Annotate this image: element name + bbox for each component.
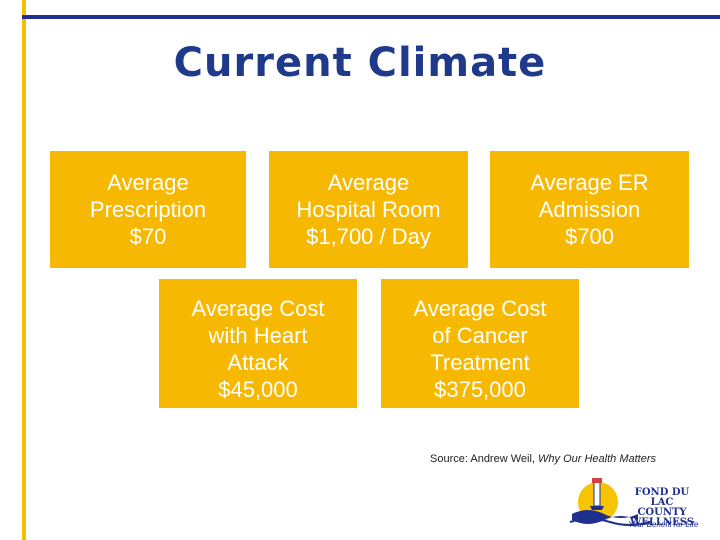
logo-wordmark: FOND DU LAC COUNTY WELLNESS	[622, 488, 702, 528]
box-line: Average Cost	[413, 296, 547, 321]
box-line: Admission	[538, 197, 641, 222]
stat-box-cancer-treatment: Average Cost of Cancer Treatment $375,00…	[381, 279, 579, 408]
box-line: Hospital Room	[296, 197, 441, 222]
logo-line: FOND DU LAC	[634, 487, 690, 508]
box-line: Average ER	[530, 170, 649, 195]
stat-box-er-admission: Average ER Admission $700	[490, 151, 689, 268]
box-line: Prescription	[89, 197, 207, 222]
box-line: $1,700 / Day	[306, 224, 431, 249]
box-line: Average	[107, 170, 189, 195]
slide-title: Current Climate	[173, 40, 547, 86]
stat-box-heart-attack: Average Cost with Heart Attack $45,000	[159, 279, 357, 408]
box-line: of Cancer	[432, 323, 528, 348]
source-citation: Source: Andrew Weil, Why Our Health Matt…	[430, 453, 656, 465]
box-line: $700	[565, 224, 614, 249]
source-book-title: Why Our Health Matters	[538, 453, 656, 465]
box-line: $45,000	[218, 377, 298, 402]
box-line: with Heart	[208, 323, 308, 348]
box-line: Average	[327, 170, 410, 195]
box-line: $70	[129, 224, 167, 249]
box-line: $375,000	[434, 377, 526, 402]
wellness-logo-icon	[569, 478, 651, 526]
box-line: Attack	[227, 350, 289, 375]
stat-box-prescription: Average Prescription $70	[50, 151, 246, 268]
box-line: Treatment	[430, 350, 530, 375]
box-line: Average Cost	[191, 296, 325, 321]
logo-tagline: Your Benefit for Life	[628, 520, 699, 529]
stat-box-hospital-room: Average Hospital Room $1,700 / Day	[269, 151, 468, 268]
logo-line: COUNTY	[637, 507, 687, 518]
vertical-rule	[22, 0, 26, 540]
horizontal-rule	[22, 15, 720, 19]
logo-line: WELLNESS	[630, 517, 694, 528]
source-prefix: Source: Andrew Weil,	[430, 453, 539, 465]
